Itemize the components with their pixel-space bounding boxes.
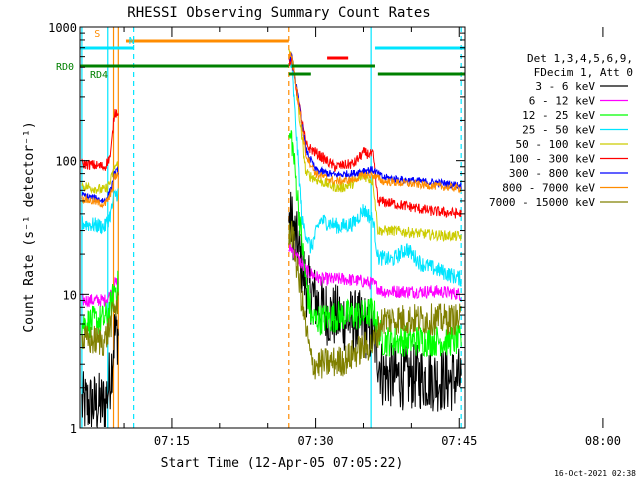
- series-line-300-800-kev: [81, 51, 462, 203]
- flag-label-n: N: [129, 36, 135, 47]
- legend-label-7000-15000-kev: 7000 - 15000 keV: [489, 196, 595, 209]
- plot-area: S N RD0 RD4: [56, 27, 465, 428]
- y-tick-label-3: 100: [55, 155, 77, 169]
- legend-label-300-800-kev: 300 - 800 keV: [509, 167, 595, 180]
- x-axis-title: Start Time (12-Apr-05 07:05:22): [161, 456, 404, 471]
- series-line-25-50-kev: [81, 58, 462, 287]
- y-tick-label-2: 10: [63, 288, 77, 302]
- x-tick-label-1: 07:15: [154, 434, 190, 448]
- axes: 110100100007:1507:3007:4508:0008:1508:30…: [48, 21, 621, 448]
- x-tick-label-4: 08:00: [585, 434, 621, 448]
- series-line-100-300-kev: [81, 55, 462, 219]
- series-line-800-7000-kev: [81, 52, 462, 209]
- flag-label-rd0: RD0: [56, 62, 74, 73]
- legend-label-50-100-kev: 50 - 100 keV: [516, 138, 596, 151]
- legend-label-100-300-kev: 100 - 300 keV: [509, 153, 595, 166]
- legend-label-25-50-kev: 25 - 50 keV: [522, 124, 595, 137]
- flag-label-s: S: [94, 29, 100, 40]
- y-tick-label-4: 1000: [48, 21, 77, 35]
- chart-title: RHESSI Observing Summary Count Rates: [127, 5, 430, 21]
- timestamp: 16-Oct-2021 02:38: [554, 469, 636, 478]
- legend-label-3-6-kev: 3 - 6 keV: [535, 80, 595, 93]
- plot-frame: [79, 26, 466, 429]
- x-tick-label-2: 07:30: [298, 434, 334, 448]
- y-tick-label-1: 1: [70, 422, 77, 436]
- series-line-50-100-kev: [81, 48, 462, 243]
- y-axis-title: Count Rate (s⁻¹ detector⁻¹): [22, 121, 37, 332]
- legend-label-800-7000-kev: 800 - 7000 keV: [502, 182, 595, 195]
- legend-header-line-1: Det 1,3,4,5,6,9,: [527, 52, 633, 65]
- legend-header-line-2: FDecim 1, Att 0: [534, 66, 633, 79]
- x-tick-label-3: 07:45: [441, 434, 477, 448]
- series-line-3-6-kev: [81, 191, 462, 428]
- legend-label-6-12-kev: 6 - 12 keV: [529, 95, 596, 108]
- series-line-7000-15000-kev: [81, 220, 462, 380]
- legend-label-12-25-kev: 12 - 25 keV: [522, 109, 595, 122]
- series-line-12-25-kev: [81, 130, 462, 358]
- flag-label-rd4: RD4: [90, 70, 108, 81]
